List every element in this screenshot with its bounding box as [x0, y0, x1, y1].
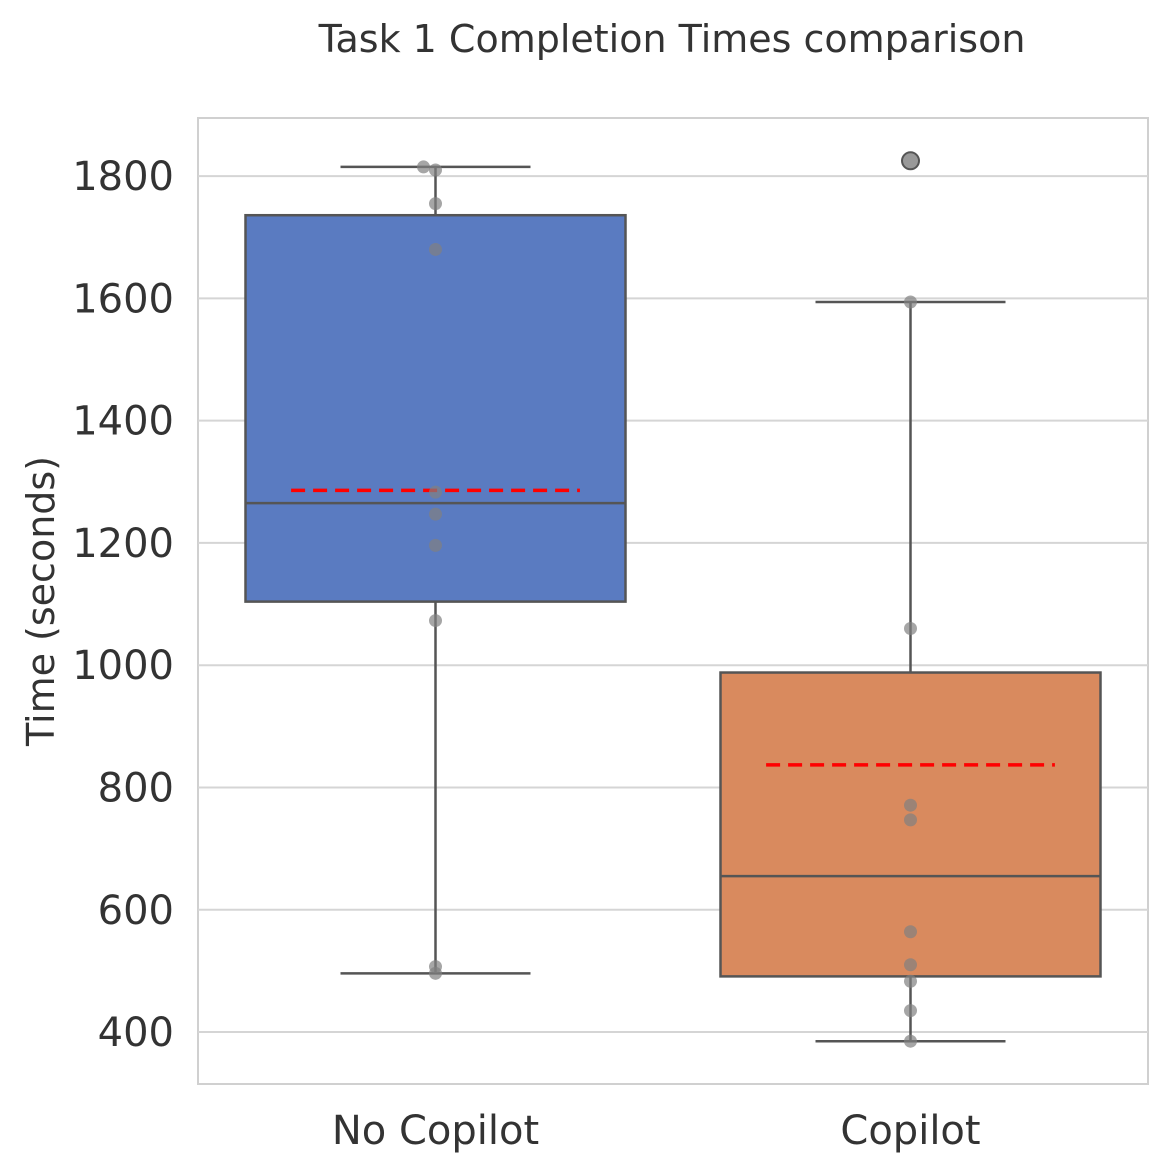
y-tick-label: 1800	[72, 154, 174, 200]
data-point	[904, 622, 917, 636]
x-tick-label: Copilot	[840, 1108, 980, 1154]
x-axis-ticks: No Copilot Copilot	[332, 1108, 981, 1154]
data-point	[429, 507, 442, 521]
data-point	[904, 925, 917, 939]
outlier-point	[901, 151, 920, 171]
data-point	[904, 813, 917, 827]
data-point	[429, 966, 442, 980]
box-group	[244, 160, 627, 980]
boxes	[244, 151, 1102, 1048]
data-point	[904, 798, 917, 812]
chart-title: Task 1 Completion Times comparison	[318, 17, 1026, 61]
data-point	[417, 160, 430, 174]
y-tick-label: 1400	[72, 399, 174, 445]
y-tick-label: 400	[98, 1010, 174, 1056]
y-tick-label: 800	[98, 765, 174, 811]
box-group	[719, 151, 1102, 1048]
data-point	[429, 614, 442, 628]
x-tick-label: No Copilot	[332, 1108, 539, 1154]
data-point	[904, 974, 917, 988]
data-point	[904, 958, 917, 972]
y-tick-label: 1200	[72, 521, 174, 567]
data-point	[904, 1034, 917, 1048]
y-axis-ticks: 400 600 800 1000 1200 1400 1600 1800	[72, 154, 174, 1056]
data-point	[429, 242, 442, 256]
data-point	[904, 1004, 917, 1018]
y-tick-label: 1600	[72, 276, 174, 322]
data-point	[429, 163, 442, 177]
data-point	[429, 485, 442, 499]
data-point	[429, 197, 442, 211]
data-point	[904, 295, 917, 309]
data-point	[429, 538, 442, 552]
y-tick-label: 1000	[72, 643, 174, 689]
y-axis-label: Time (seconds)	[19, 456, 63, 747]
y-tick-label: 600	[98, 888, 174, 934]
box	[244, 213, 627, 603]
